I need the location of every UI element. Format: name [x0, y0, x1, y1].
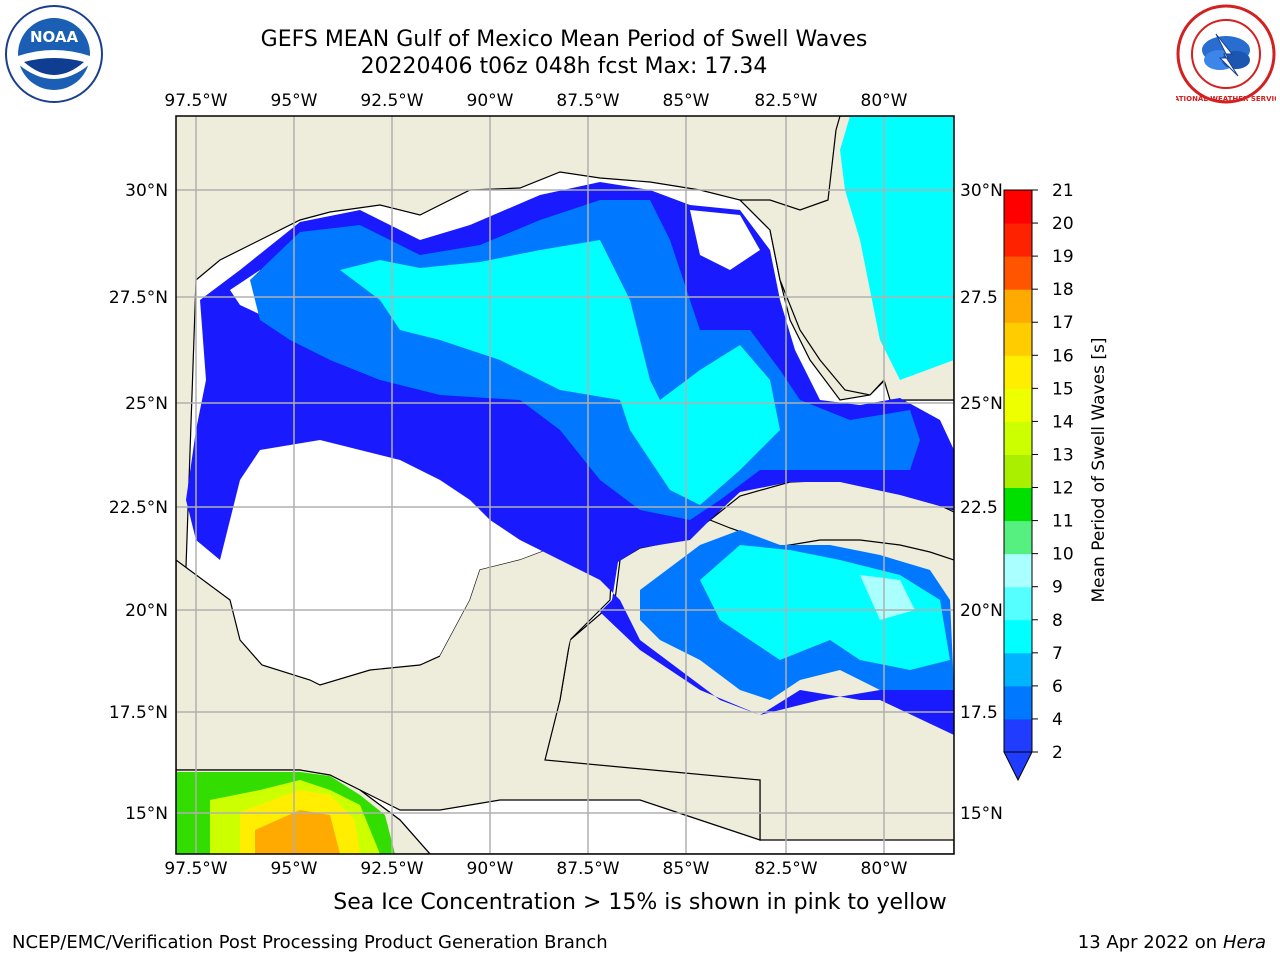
lat-tick-right: 22.5	[960, 498, 998, 518]
colorbar-tick-label: 9	[1052, 578, 1063, 598]
map-gridlines	[176, 116, 954, 854]
colorbar: 21 20 19 18 17 16 15 14 13 12 11 10 9 8 7 6 4 2	[1003, 181, 1074, 782]
chart-subtitle: 20220406 t06z 048h fcst Max: 17.34	[360, 54, 768, 79]
swell-band-6-7	[340, 240, 780, 505]
footer-date: 13 Apr 2022 on Hera	[1078, 932, 1266, 953]
colorbar-label: Mean Period of Swell Waves [s]	[1089, 338, 1109, 603]
noaa-logo: NOAA	[4, 4, 104, 104]
colorbar-tick-label: 13	[1052, 445, 1074, 465]
lat-ticks-left: 30°N 27.5°N 25°N 22.5°N 20°N 17.5°N 15°N	[109, 181, 168, 824]
chart-title: GEFS MEAN Gulf of Mexico Mean Period of …	[260, 27, 868, 52]
lon-ticks-bottom: 97.5°W 95°W 92.5°W 90°W 87.5°W 85°W 82.5…	[164, 859, 907, 879]
footer-credit: NCEP/EMC/Verification Post Processing Pr…	[12, 932, 608, 953]
colorbar-segment	[1004, 223, 1032, 257]
nws-logo-text: NATIONAL WEATHER SERVICE	[1176, 95, 1276, 103]
colorbar-segment	[1004, 454, 1032, 489]
colorbar-tick-label: 14	[1052, 412, 1074, 432]
lon-tick-bottom: 97.5°W	[164, 859, 227, 879]
lon-tick-bottom: 85°W	[663, 859, 710, 879]
colorbar-tick-label: 7	[1052, 644, 1063, 664]
colorbar-tick-label: 2	[1052, 743, 1063, 763]
colorbar-tick-label: 18	[1052, 280, 1074, 300]
colorbar-frame	[1003, 189, 1033, 753]
pacific-swell-orange	[255, 810, 340, 854]
lat-tick-left: 22.5°N	[109, 498, 168, 518]
lon-tick-top: 95°W	[271, 91, 318, 111]
footer-machine: Hera	[1222, 932, 1266, 953]
lon-tick-bottom: 95°W	[271, 859, 318, 879]
lon-tick-bottom: 82.5°W	[754, 859, 817, 879]
lon-tick-top: 80°W	[861, 91, 908, 111]
colorbar-tick-label: 21	[1052, 181, 1074, 201]
lat-tick-left: 27.5°N	[109, 288, 168, 308]
colorbar-tick-label: 6	[1052, 677, 1063, 697]
colorbar-segment	[1004, 487, 1032, 522]
noaa-logo-text: NOAA	[30, 28, 79, 46]
lat-tick-left: 17.5°N	[109, 703, 168, 723]
lat-tick-left: 25°N	[125, 394, 168, 414]
colorbar-segment	[1004, 289, 1032, 323]
colorbar-segment	[1004, 553, 1032, 588]
lon-tick-bottom: 92.5°W	[360, 859, 423, 879]
colorbar-segment	[1004, 355, 1032, 389]
footer-date-text: 13 Apr 2022 on	[1077, 932, 1223, 953]
colorbar-tick-label: 19	[1052, 247, 1074, 267]
lon-tick-top: 82.5°W	[754, 91, 817, 111]
lat-tick-left: 30°N	[125, 181, 168, 201]
colorbar-tick-label: 12	[1052, 479, 1074, 499]
swell-band-6-7-south	[700, 545, 950, 670]
lat-tick-left: 20°N	[125, 601, 168, 621]
map-plot-area	[176, 116, 954, 854]
colorbar-segment	[1004, 190, 1032, 224]
colorbar-tick-label: 17	[1052, 313, 1074, 333]
lat-tick-right: 20°N	[960, 601, 1003, 621]
colorbar-segment	[1004, 520, 1032, 555]
swell-band-7-8	[860, 575, 915, 620]
swell-no-data-east	[690, 210, 760, 270]
lon-tick-top: 92.5°W	[360, 91, 423, 111]
map-frame	[175, 115, 955, 855]
colorbar-segment	[1004, 652, 1032, 687]
colorbar-tick-label: 20	[1052, 214, 1074, 234]
lat-ticks-right: 30°N 27.5 25°N 22.5 20°N 17.5 15°N	[960, 181, 1003, 824]
colorbar-tick-label: 8	[1052, 611, 1063, 631]
colorbar-segment	[1004, 718, 1032, 753]
colorbar-segment	[1004, 421, 1032, 455]
lon-tick-bottom: 80°W	[861, 859, 908, 879]
colorbar-segment	[1004, 619, 1032, 654]
national-weather-service-logo: NATIONAL WEATHER SERVICE	[1168, 4, 1280, 104]
colorbar-tick-label: 15	[1052, 379, 1074, 399]
colorbar-tick-label: 16	[1052, 346, 1074, 366]
lon-tick-top: 85°W	[663, 91, 710, 111]
lon-tick-bottom: 87.5°W	[556, 859, 619, 879]
colorbar-tick-label: 11	[1052, 512, 1074, 532]
colorbar-segment	[1004, 586, 1032, 621]
colorbar-tick-label: 4	[1052, 710, 1063, 730]
lon-tick-top: 97.5°W	[164, 91, 227, 111]
lon-ticks-top: 97.5°W 95°W 92.5°W 90°W 87.5°W 85°W 82.5…	[164, 91, 907, 111]
lat-tick-left: 15°N	[125, 804, 168, 824]
colorbar-segment	[1004, 685, 1032, 720]
lon-tick-top: 90°W	[467, 91, 514, 111]
lon-tick-bottom: 90°W	[467, 859, 514, 879]
colorbar-extend-arrow	[1003, 751, 1033, 782]
colorbar-segment	[1004, 322, 1032, 356]
lat-tick-right: 15°N	[960, 804, 1003, 824]
colorbar-tick-label: 10	[1052, 545, 1074, 565]
sea-ice-note: Sea Ice Concentration > 15% is shown in …	[333, 890, 947, 915]
colorbar-segment	[1004, 256, 1032, 290]
lat-tick-right: 25°N	[960, 394, 1003, 414]
colorbar-segment	[1004, 388, 1032, 422]
lat-tick-right: 17.5	[960, 703, 998, 723]
yucatan-land	[440, 545, 612, 760]
lat-tick-right: 30°N	[960, 181, 1003, 201]
lat-tick-right: 27.5	[960, 288, 998, 308]
lon-tick-top: 87.5°W	[556, 91, 619, 111]
swell-band-6-7-atlantic	[840, 116, 954, 380]
